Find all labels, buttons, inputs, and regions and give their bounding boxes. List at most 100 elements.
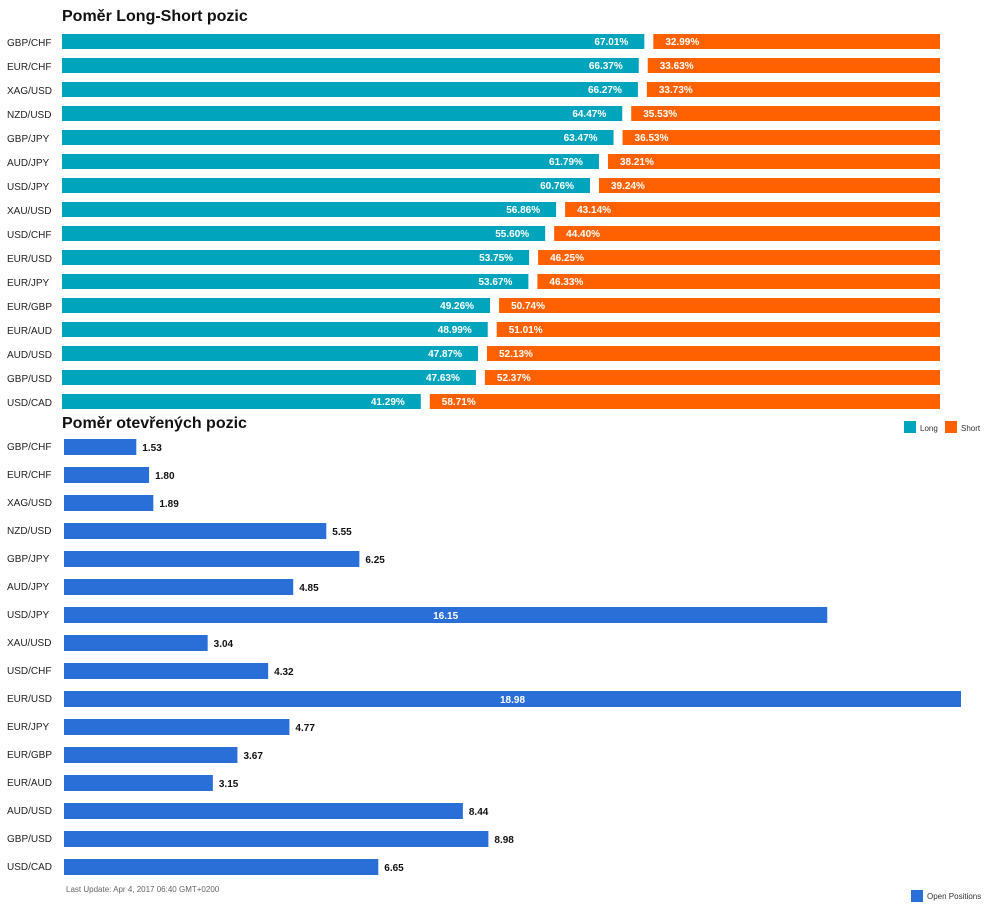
long-bar: [62, 106, 623, 121]
long-bar: [62, 226, 546, 241]
legend-label-long: Long: [920, 424, 938, 433]
short-value-label: 52.13%: [499, 349, 533, 360]
open-positions-bar: [64, 467, 150, 483]
category-label-op: GBP/JPY: [7, 554, 50, 565]
short-bar: [622, 130, 940, 145]
legend-swatch-short: [945, 421, 957, 433]
open-positions-bar: [64, 439, 137, 455]
long-value-label: 66.37%: [589, 61, 623, 72]
short-bar: [486, 346, 940, 361]
long-bar: [62, 250, 530, 265]
long-bar: [62, 178, 591, 193]
legend-swatch-long: [904, 421, 916, 433]
category-label-ls: USD/CAD: [7, 398, 52, 409]
short-value-label: 32.99%: [665, 37, 699, 48]
long-bar: [62, 130, 614, 145]
open-positions-value-label: 5.55: [332, 527, 352, 538]
long-bar: [62, 34, 645, 49]
category-label-ls: EUR/USD: [7, 254, 52, 265]
chart-title-open-positions: Poměr otevřených pozic: [62, 415, 247, 432]
short-bar: [646, 82, 940, 97]
category-label-op: EUR/JPY: [7, 722, 50, 733]
category-label-ls: AUD/USD: [7, 350, 52, 361]
category-label-op: EUR/GBP: [7, 750, 52, 761]
open-positions-bar: [64, 719, 290, 735]
category-label-ls: GBP/JPY: [7, 134, 50, 145]
short-value-label: 44.40%: [566, 229, 600, 240]
open-positions-bar: [64, 663, 269, 679]
open-positions-bar: [64, 775, 213, 791]
short-bar: [554, 226, 940, 241]
open-positions-value-label: 3.04: [214, 639, 234, 650]
short-value-label: 33.73%: [659, 85, 693, 96]
open-positions-bar: [64, 691, 961, 707]
short-value-label: 38.21%: [620, 157, 654, 168]
category-label-ls: USD/JPY: [7, 182, 50, 193]
long-bar: [62, 298, 491, 313]
long-value-label: 47.87%: [428, 349, 462, 360]
short-value-label: 58.71%: [442, 397, 476, 408]
category-label-op: AUD/USD: [7, 806, 52, 817]
category-label-op: XAG/USD: [7, 498, 52, 509]
long-bar: [62, 370, 476, 385]
long-value-label: 41.29%: [371, 397, 405, 408]
short-bar: [647, 58, 940, 73]
open-positions-value-label: 1.80: [155, 471, 175, 482]
long-value-label: 47.63%: [426, 373, 460, 384]
chart-title-long-short: Poměr Long-Short pozic: [62, 8, 248, 25]
open-positions-bar: [64, 495, 154, 511]
short-bar: [538, 250, 940, 265]
short-bar: [565, 202, 940, 217]
open-positions-bar: [64, 747, 238, 763]
open-positions-bar: [64, 551, 360, 567]
long-value-label: 61.79%: [549, 157, 583, 168]
long-bar: [62, 346, 478, 361]
category-label-ls: EUR/GBP: [7, 302, 52, 313]
open-positions-value-label: 16.15: [433, 611, 458, 622]
long-value-label: 60.76%: [540, 181, 574, 192]
short-value-label: 46.33%: [549, 277, 583, 288]
open-positions-value-label: 4.77: [295, 723, 315, 734]
open-positions-value-label: 6.25: [365, 555, 385, 566]
open-positions-bar: [64, 579, 294, 595]
long-value-label: 53.67%: [478, 277, 512, 288]
category-label-ls: XAG/USD: [7, 86, 52, 97]
long-value-label: 66.27%: [588, 85, 622, 96]
open-positions-bar: [64, 607, 828, 623]
category-label-ls: USD/CHF: [7, 230, 51, 241]
long-bar: [62, 154, 599, 169]
category-label-op: USD/JPY: [7, 610, 50, 621]
open-positions-value-label: 8.98: [494, 835, 514, 846]
category-label-ls: EUR/AUD: [7, 326, 52, 337]
last-update-note: Last Update: Apr 4, 2017 06:40 GMT+0200: [66, 885, 220, 894]
short-bar: [429, 394, 940, 409]
long-value-label: 56.86%: [506, 205, 540, 216]
short-bar: [631, 106, 940, 121]
short-bar: [653, 34, 940, 49]
category-label-op: GBP/USD: [7, 834, 52, 845]
long-value-label: 48.99%: [438, 325, 472, 336]
category-label-op: EUR/AUD: [7, 778, 52, 789]
short-value-label: 35.53%: [643, 109, 677, 120]
long-bar: [62, 202, 557, 217]
long-value-label: 55.60%: [495, 229, 529, 240]
short-value-label: 50.74%: [511, 301, 545, 312]
long-bar: [62, 394, 421, 409]
legend-label-short: Short: [961, 424, 981, 433]
category-label-ls: XAU/USD: [7, 206, 51, 217]
open-positions-bar: [64, 803, 463, 819]
category-label-ls: AUD/JPY: [7, 158, 50, 169]
category-label-ls: GBP/USD: [7, 374, 52, 385]
short-bar: [599, 178, 940, 193]
short-value-label: 52.37%: [497, 373, 531, 384]
open-positions-value-label: 1.89: [159, 499, 179, 510]
long-value-label: 49.26%: [440, 301, 474, 312]
short-value-label: 51.01%: [509, 325, 543, 336]
short-value-label: 39.24%: [611, 181, 645, 192]
long-value-label: 64.47%: [572, 109, 606, 120]
category-label-op: GBP/CHF: [7, 442, 51, 453]
short-bar: [484, 370, 940, 385]
short-bar: [496, 322, 940, 337]
long-value-label: 53.75%: [479, 253, 513, 264]
